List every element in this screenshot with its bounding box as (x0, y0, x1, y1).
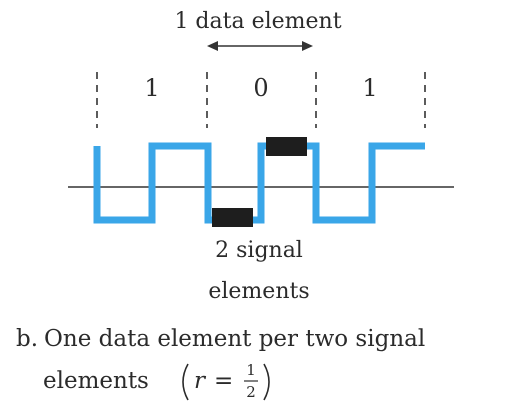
caption-line2: elements r = 1 2 (43, 361, 269, 401)
signal-waveform (97, 146, 425, 220)
signal-element-highlight-high (266, 137, 307, 156)
signal-element-highlight-low (212, 208, 253, 227)
caption-prefix: b. (16, 326, 38, 352)
signal-elements-label-line2: elements (208, 279, 309, 304)
fraction-numerator: 1 (246, 361, 256, 379)
equals-sign: = (214, 368, 233, 394)
double-arrow-icon (207, 41, 313, 51)
signal-elements-label-line1: 2 signal (215, 238, 303, 263)
bit-value-2: 0 (253, 74, 268, 102)
caption-line1-text: One data element per two signal (44, 326, 425, 352)
caption-line2-text: elements (43, 368, 149, 394)
paren-open-icon (183, 364, 188, 400)
fraction-denominator: 2 (246, 383, 256, 401)
paren-close-icon (264, 364, 269, 400)
caption-line1: b. One data element per two signal (16, 326, 425, 352)
data-element-label: 1 data element (174, 9, 341, 34)
bit-value-1: 1 (144, 74, 159, 102)
bit-value-3: 1 (362, 74, 377, 102)
rate-variable: r (194, 368, 207, 394)
